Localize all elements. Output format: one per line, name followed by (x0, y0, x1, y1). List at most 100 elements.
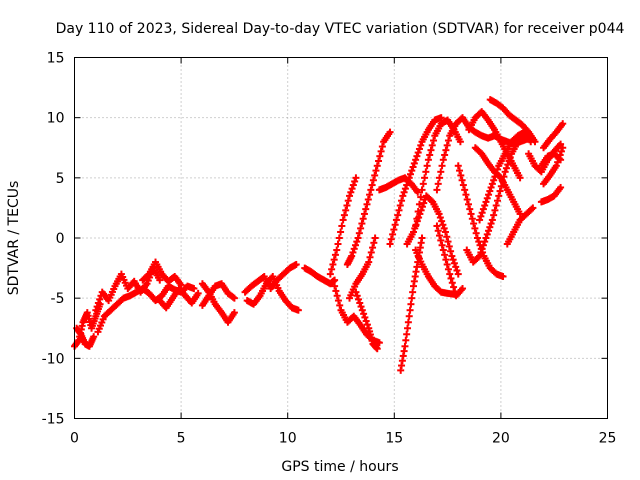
data-point (435, 210, 443, 218)
data-point (452, 263, 460, 271)
data-point (470, 220, 478, 228)
data-point (371, 171, 379, 179)
data-point (444, 137, 452, 145)
data-point (349, 181, 357, 189)
data-point (559, 120, 567, 128)
data-point (454, 162, 462, 170)
data-point (400, 188, 408, 196)
data-point (453, 266, 461, 274)
data-point (473, 234, 481, 242)
series-arc-17 (386, 114, 445, 248)
data-point (403, 330, 411, 338)
data-point (372, 167, 380, 175)
data-point (439, 156, 447, 164)
data-point (482, 234, 490, 242)
data-point (442, 256, 450, 264)
data-point (144, 271, 152, 279)
data-point (373, 162, 381, 170)
data-point (468, 215, 476, 223)
data-point (194, 289, 202, 297)
data-point (328, 265, 336, 273)
data-point (492, 169, 500, 177)
data-point (435, 174, 443, 182)
data-point (467, 210, 475, 218)
data-point (450, 259, 458, 267)
data-point (326, 270, 334, 278)
data-point (490, 211, 498, 219)
data-point (90, 333, 98, 341)
x-tick-label: 5 (177, 431, 186, 447)
chart-title: Day 110 of 2023, Sidereal Day-to-day VTE… (56, 21, 625, 37)
data-point (349, 248, 357, 256)
data-point (448, 279, 456, 287)
data-point (442, 146, 450, 154)
data-point (454, 270, 462, 278)
data-point (439, 246, 447, 254)
data-point (487, 183, 495, 191)
data-point (482, 198, 490, 206)
data-point (437, 168, 445, 176)
data-point (330, 256, 338, 264)
data-point (353, 238, 361, 246)
data-point (340, 211, 348, 219)
data-point (427, 197, 435, 205)
x-tick-label: 20 (492, 431, 510, 447)
data-point (472, 229, 480, 237)
data-point (502, 164, 510, 172)
data-point (351, 177, 359, 185)
data-point (504, 161, 512, 169)
data-point (386, 240, 394, 248)
data-point (406, 306, 414, 314)
series-arc-35 (540, 120, 567, 152)
data-point (557, 156, 565, 164)
data-point (357, 303, 365, 311)
data-point (389, 230, 397, 238)
data-point (433, 186, 441, 194)
data-point (434, 227, 442, 235)
data-point (394, 211, 402, 219)
data-point (415, 145, 423, 153)
x-tick-label: 15 (385, 431, 403, 447)
data-point (409, 228, 417, 236)
data-point (402, 336, 410, 344)
data-point (462, 191, 470, 199)
data-point (355, 229, 363, 237)
data-point (471, 224, 479, 232)
data-point (331, 282, 339, 290)
y-tick-label: -10 (42, 351, 65, 367)
series-arc-31 (503, 204, 537, 248)
series-arc-36 (537, 150, 565, 170)
data-point (426, 151, 434, 159)
data-point (485, 191, 493, 199)
data-point (433, 222, 441, 230)
data-point (531, 138, 539, 146)
series-arc-28 (476, 128, 535, 224)
data-point (493, 165, 501, 173)
y-tick-label: 5 (56, 171, 65, 187)
data-point (364, 195, 372, 203)
data-point (477, 248, 485, 256)
data-point (477, 212, 485, 220)
data-point (475, 238, 483, 246)
data-point (436, 214, 444, 222)
series-arc-33 (537, 183, 565, 206)
data-point (378, 143, 386, 151)
data-point (466, 205, 474, 213)
data-point (354, 295, 362, 303)
data-point (418, 234, 426, 242)
data-point (421, 174, 429, 182)
data-point (448, 252, 456, 260)
data-point (447, 274, 455, 282)
data-point (424, 156, 432, 164)
data-point (439, 221, 447, 229)
y-axis-label: SDTVAR / TECUs (6, 181, 22, 296)
data-point (405, 312, 413, 320)
data-point (333, 246, 341, 254)
data-point (331, 276, 339, 284)
data-point (419, 180, 427, 188)
series-arc-23 (433, 222, 467, 300)
series-arc-29 (463, 132, 535, 266)
data-point (501, 168, 509, 176)
data-point (337, 228, 345, 236)
series-arc-6 (156, 285, 202, 312)
